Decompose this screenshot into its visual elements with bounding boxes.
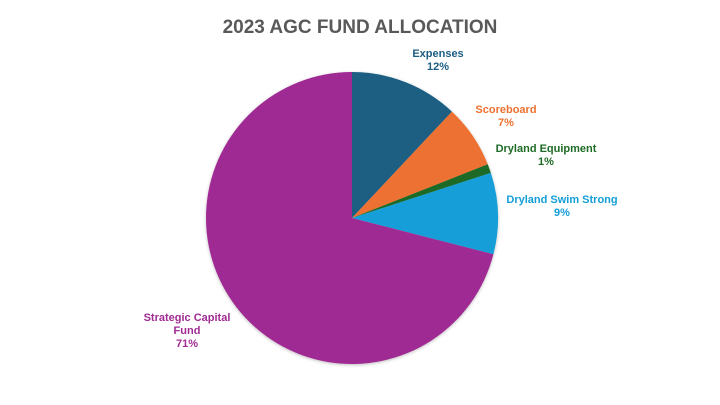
pie-slice-dryland-equipment (352, 164, 491, 218)
label-strategic-capital-fund: Strategic Capital Fund 71% (143, 312, 231, 350)
label-dryland-equipment: Dryland Equipment 1% (495, 143, 597, 168)
pie-slice-scoreboard (352, 111, 488, 218)
pie-slice-dryland-swim-strong (352, 172, 498, 255)
pie-slice-expenses (352, 72, 452, 218)
label-expenses: Expenses 12% (412, 48, 464, 73)
label-scoreboard: Scoreboard 7% (475, 104, 537, 129)
pie-slice-strategic-capital-fund (205, 72, 494, 364)
label-dryland-swim-strong: Dryland Swim Strong 9% (506, 194, 618, 219)
chart-title: 2023 AGC FUND ALLOCATION (222, 17, 498, 38)
